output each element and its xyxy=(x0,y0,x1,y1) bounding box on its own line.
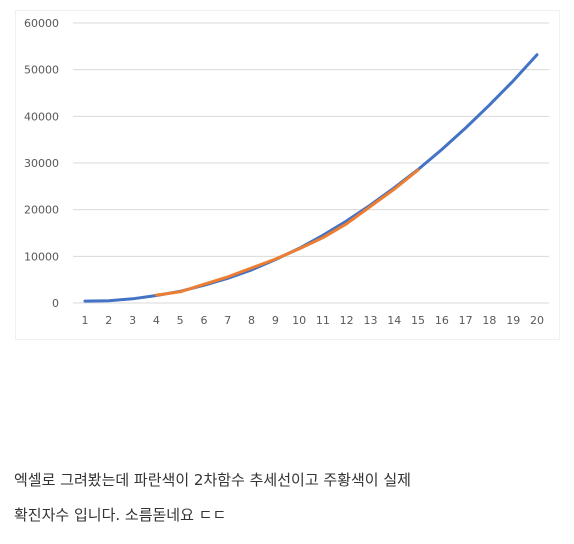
x-tick-label: 4 xyxy=(153,314,160,327)
x-tick-label: 12 xyxy=(340,314,354,327)
x-tick-label: 2 xyxy=(105,314,112,327)
series-line-orange xyxy=(154,168,420,297)
x-tick-label: 17 xyxy=(459,314,473,327)
x-tick-label: 11 xyxy=(316,314,330,327)
x-tick-label: 16 xyxy=(435,314,449,327)
y-tick-label: 10000 xyxy=(24,250,59,263)
caption-line-2: 확진자수 입니다. 소름돋네요 ㄷㄷ xyxy=(14,506,227,524)
y-tick-label: 50000 xyxy=(24,64,59,77)
x-tick-label: 13 xyxy=(363,314,377,327)
x-tick-label: 9 xyxy=(272,314,279,327)
x-tick-label: 3 xyxy=(129,314,136,327)
y-tick-label: 40000 xyxy=(24,110,59,123)
y-tick-label: 30000 xyxy=(24,157,59,170)
series-line-blue xyxy=(83,53,539,303)
x-tick-label: 14 xyxy=(387,314,401,327)
y-tick-label: 20000 xyxy=(24,204,59,217)
y-tick-label: 0 xyxy=(52,297,59,310)
caption-line-1: 엑셀로 그려봤는데 파란색이 2차함수 추세선이고 주황색이 실제 xyxy=(14,471,411,489)
x-tick-label: 10 xyxy=(292,314,306,327)
chart-container: 0 10000 20000 30000 40000 50000 60000 1 2 3 4 5 6 7 8 9… xyxy=(15,10,560,340)
post-caption: 엑셀로 그려봤는데 파란색이 2차함수 추세선이고 주황색이 실제 확진자수 입… xyxy=(14,463,570,533)
x-tick-label: 7 xyxy=(224,314,231,327)
x-tick-label: 20 xyxy=(530,314,544,327)
y-tick-label: 60000 xyxy=(24,17,59,30)
x-tick-label: 19 xyxy=(506,314,520,327)
x-tick-label: 15 xyxy=(411,314,425,327)
x-tick-label: 5 xyxy=(177,314,184,327)
x-tick-label: 18 xyxy=(482,314,496,327)
x-tick-label: 8 xyxy=(248,314,255,327)
x-tick-label: 6 xyxy=(200,314,207,327)
x-tick-label: 1 xyxy=(82,314,89,327)
